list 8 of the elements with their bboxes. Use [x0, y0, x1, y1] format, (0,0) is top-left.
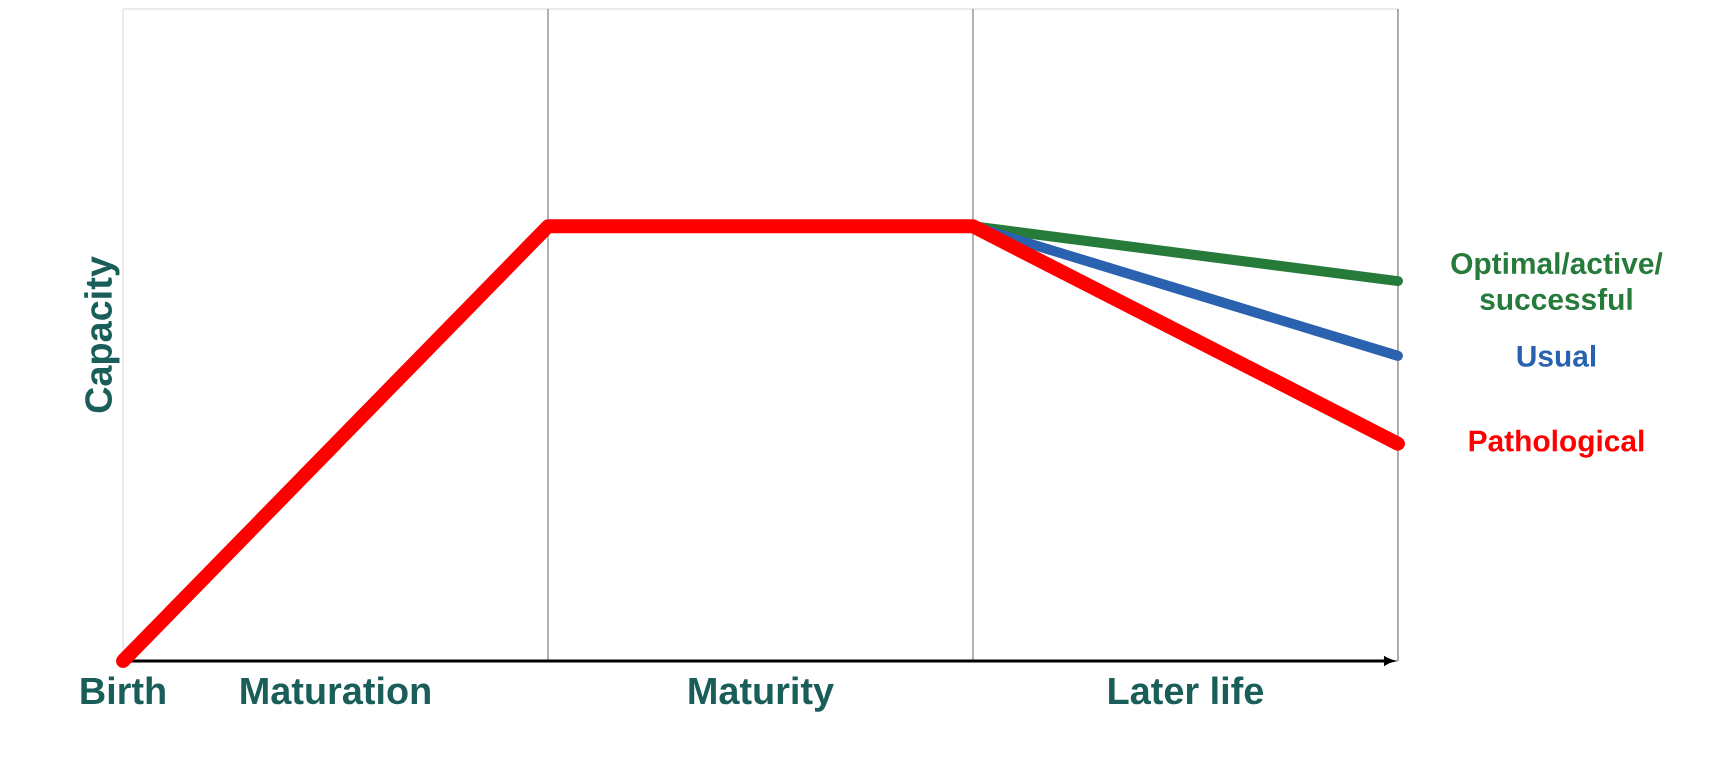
y-axis-title: Capacity: [84, 256, 120, 413]
text: Usual: [1517, 344, 1596, 367]
series-label: Optimal/active/successful: [1451, 252, 1663, 311]
text: Pathological: [1469, 429, 1644, 458]
x-tick-label: Birth: [81, 676, 165, 705]
x-tick-label: Maturation: [241, 676, 430, 705]
x-tick-label: Maturity: [689, 676, 834, 712]
x-tick-label: Later life: [1109, 676, 1264, 705]
